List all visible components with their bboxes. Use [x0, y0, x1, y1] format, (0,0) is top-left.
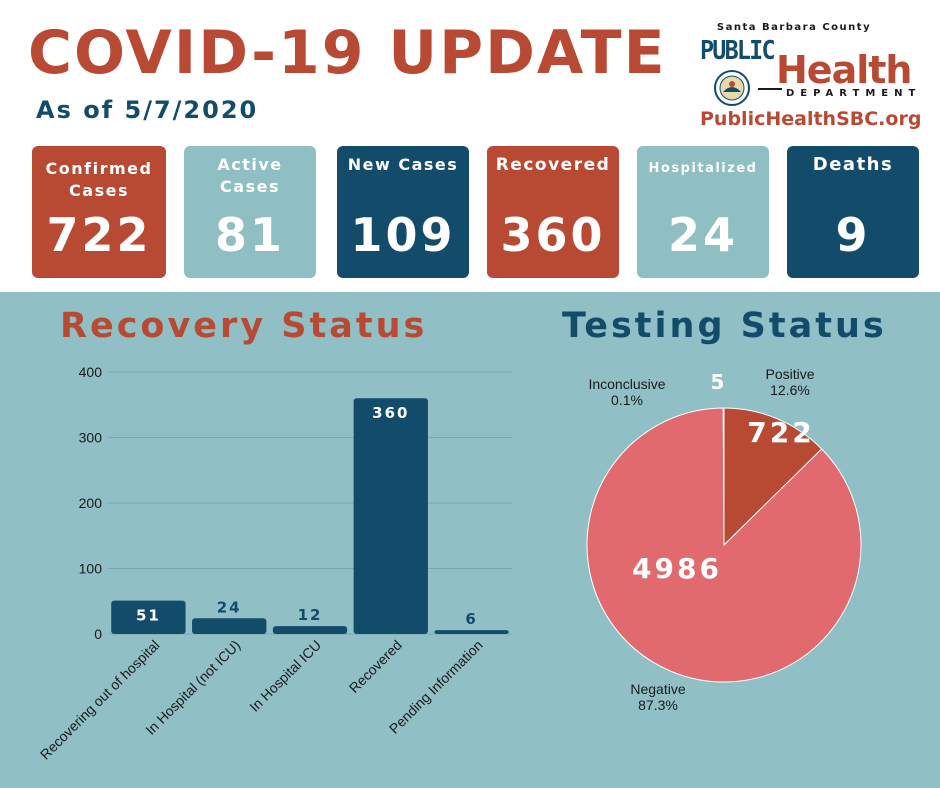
y-tick-label: 400: [79, 364, 103, 380]
pie-label-negative: Negative 87.3%: [610, 681, 706, 713]
pie-label-positive-name: Positive: [765, 366, 815, 382]
recovery-bar-chart: 0 100 200 300 400 51 Recovering out of hospita…: [37, 364, 512, 763]
stat-label: Recovered: [495, 155, 611, 175]
stat-label: Hospitalized: [648, 161, 758, 176]
y-tick-label: 0: [94, 626, 102, 642]
stat-card-active: Active Cases 81: [184, 146, 316, 278]
stat-card-hospitalized: Hospitalized 24: [637, 146, 769, 278]
stat-card-confirmed: Confirmed Cases 722: [32, 146, 166, 278]
stat-label: Active Cases: [217, 155, 283, 196]
logo-public-text: PUBLIC: [700, 36, 776, 66]
stat-value: 109: [350, 208, 456, 262]
website-url: PublicHealthSBC.org: [700, 108, 922, 130]
pie-label-inconclusive-name: Inconclusive: [588, 376, 666, 392]
y-tick-label: 300: [79, 430, 103, 446]
pie-data-label: 5: [711, 370, 728, 394]
bar-data-label: 360: [372, 404, 409, 422]
x-tick-label: Recovered: [346, 637, 405, 696]
stat-label: Confirmed Cases: [45, 159, 153, 200]
pie-label-negative-name: Negative: [630, 681, 686, 697]
bar: [272, 626, 348, 634]
pie-slice: [722, 407, 725, 546]
stat-value: 360: [500, 208, 606, 262]
pie-label-inconclusive-pct: 0.1%: [611, 392, 643, 408]
recovery-status-title: Recovery Status: [60, 306, 428, 346]
bar-data-label: 51: [136, 607, 161, 625]
pie-label-positive: Positive 12.6%: [748, 366, 832, 398]
stat-card-recovered: Recovered 360: [487, 146, 619, 278]
public-health-logo: Santa Barbara County PUBLIC Health DEPAR…: [694, 22, 926, 134]
stat-label: Deaths: [812, 154, 894, 175]
bar-data-label: 12: [298, 606, 323, 624]
stat-card-new: New Cases 109: [337, 146, 469, 278]
bar: [353, 398, 428, 634]
pie-label-positive-pct: 12.6%: [770, 382, 810, 398]
logo-health-text: Health: [776, 48, 912, 92]
testing-status-title: Testing Status: [562, 306, 887, 346]
stat-value: 722: [46, 208, 152, 262]
y-tick-label: 200: [79, 495, 103, 511]
pie-slice: [586, 407, 862, 683]
stat-value: 9: [835, 208, 871, 262]
pie-data-label: 722: [747, 416, 814, 449]
bar: [192, 618, 267, 634]
stat-value: 24: [667, 208, 738, 262]
pie-label-negative-pct: 87.3%: [638, 697, 678, 713]
county-seal-icon: [714, 70, 750, 106]
testing-pie-chart: 722 4986 5: [586, 370, 862, 683]
bar-data-label: 6: [465, 610, 477, 628]
stat-value: 81: [214, 208, 285, 262]
x-tick-label: In Hospital ICU: [246, 637, 324, 715]
stat-card-deaths: Deaths 9: [787, 146, 919, 278]
as-of-date: As of 5/7/2020: [36, 96, 259, 124]
logo-department-text: DEPARTMENT: [786, 88, 922, 99]
logo-rule: [758, 88, 782, 90]
pie-label-inconclusive: Inconclusive 0.1%: [572, 376, 682, 408]
pie-data-label: 4986: [632, 552, 722, 585]
pie-slice: [723, 407, 823, 547]
logo-county-text: Santa Barbara County: [716, 22, 872, 33]
stat-label: New Cases: [347, 155, 459, 174]
y-tick-label: 100: [79, 561, 103, 577]
bar: [434, 630, 509, 634]
bar-data-label: 24: [217, 598, 242, 616]
page-title: COVID-19 UPDATE: [28, 18, 667, 88]
bar: [111, 600, 186, 634]
x-tick-label: Recovering out of hospital: [37, 637, 163, 763]
